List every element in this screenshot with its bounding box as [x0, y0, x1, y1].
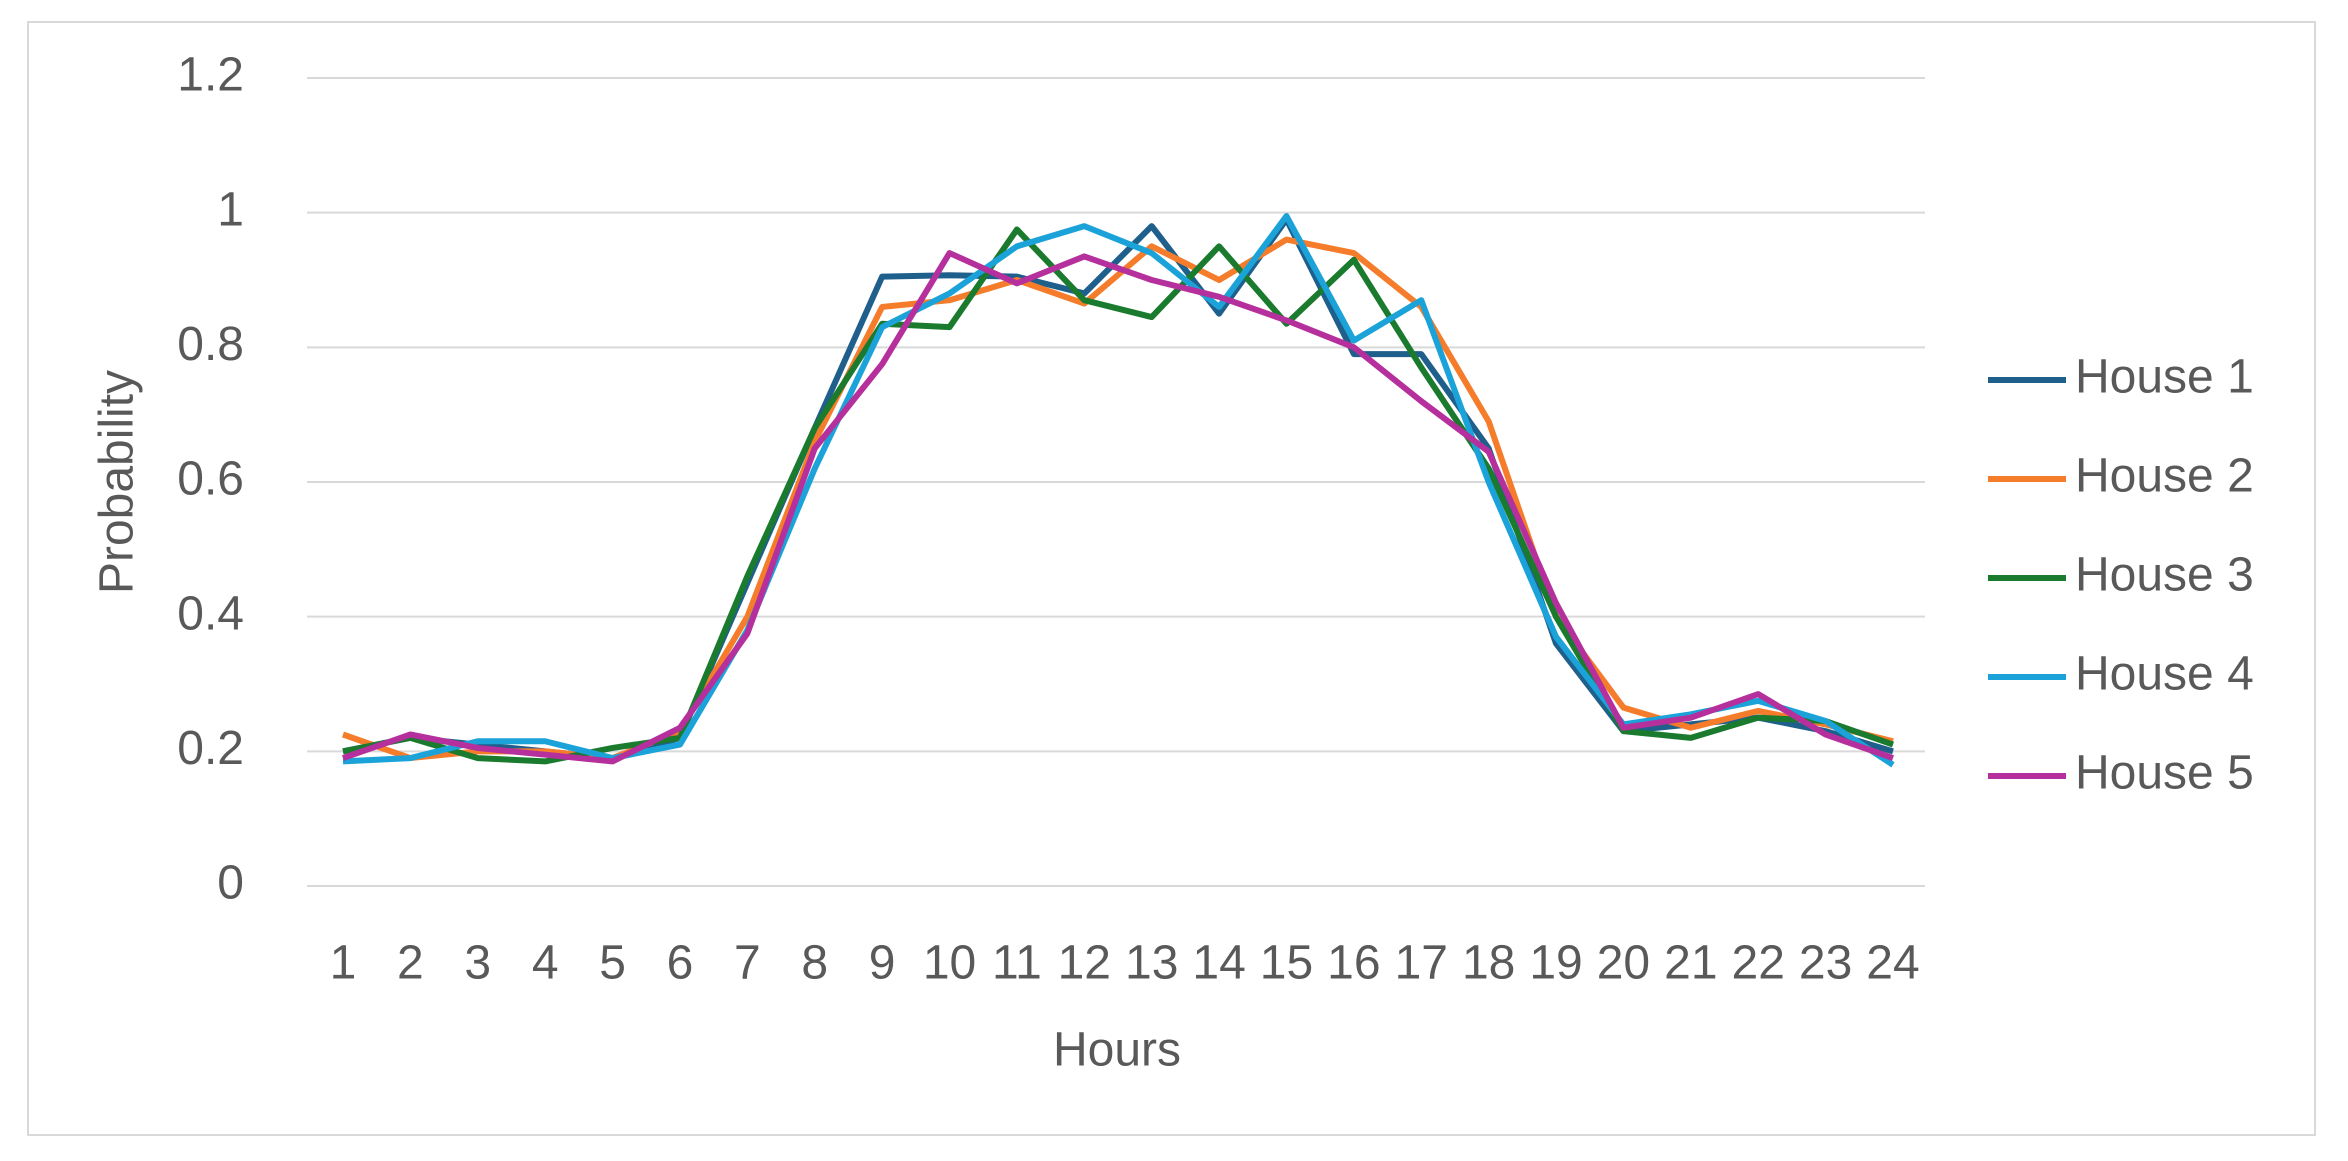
x-tick-label: 2 — [397, 937, 424, 990]
x-axis-label: Hours — [1053, 1024, 1181, 1077]
x-tick-label: 18 — [1462, 937, 1515, 990]
series-line — [342, 213, 1895, 768]
chart-border — [27, 21, 2316, 1136]
x-tick-label: 23 — [1799, 937, 1852, 990]
y-tick-label: 0 — [217, 857, 244, 910]
x-tick-label: 24 — [1866, 937, 1919, 990]
x-tick-label: 3 — [464, 937, 491, 990]
y-tick-label: 0.8 — [177, 318, 244, 371]
x-tick-label: 1 — [330, 937, 357, 990]
y-tick-label: 0.6 — [177, 453, 244, 506]
legend-label: House 2 — [2075, 450, 2254, 503]
x-tick-label: 7 — [734, 937, 761, 990]
x-tick-label: 21 — [1664, 937, 1717, 990]
x-tick-label: 19 — [1529, 937, 1582, 990]
legend-label: House 1 — [2075, 351, 2254, 404]
y-tick-label: 0.2 — [177, 722, 244, 775]
x-tick-label: 15 — [1260, 937, 1313, 990]
legend-label: House 3 — [2075, 549, 2254, 602]
x-tick-label: 20 — [1597, 937, 1650, 990]
y-tick-label: 1 — [217, 183, 244, 236]
y-tick-label: 0.4 — [177, 587, 244, 640]
x-tick-label: 22 — [1732, 937, 1785, 990]
x-tick-label: 14 — [1192, 937, 1245, 990]
x-tick-label: 16 — [1327, 937, 1380, 990]
x-tick-label: 9 — [869, 937, 896, 990]
x-tick-label: 6 — [667, 937, 694, 990]
y-tick-label: 1.2 — [177, 49, 244, 102]
x-tick-label: 13 — [1125, 937, 1178, 990]
legend-label: House 5 — [2075, 747, 2254, 800]
x-tick-label: 5 — [599, 937, 626, 990]
series-line — [342, 250, 1894, 765]
series-line — [342, 226, 1894, 765]
x-tick-label: 10 — [923, 937, 976, 990]
legend-label: House 4 — [2075, 648, 2254, 701]
y-axis-label: Probability — [91, 370, 144, 594]
x-tick-label: 4 — [532, 937, 559, 990]
x-tick-label: 8 — [801, 937, 828, 990]
x-tick-label: 12 — [1058, 937, 1111, 990]
x-tick-label: 11 — [992, 937, 1042, 990]
x-tick-label: 17 — [1395, 937, 1448, 990]
